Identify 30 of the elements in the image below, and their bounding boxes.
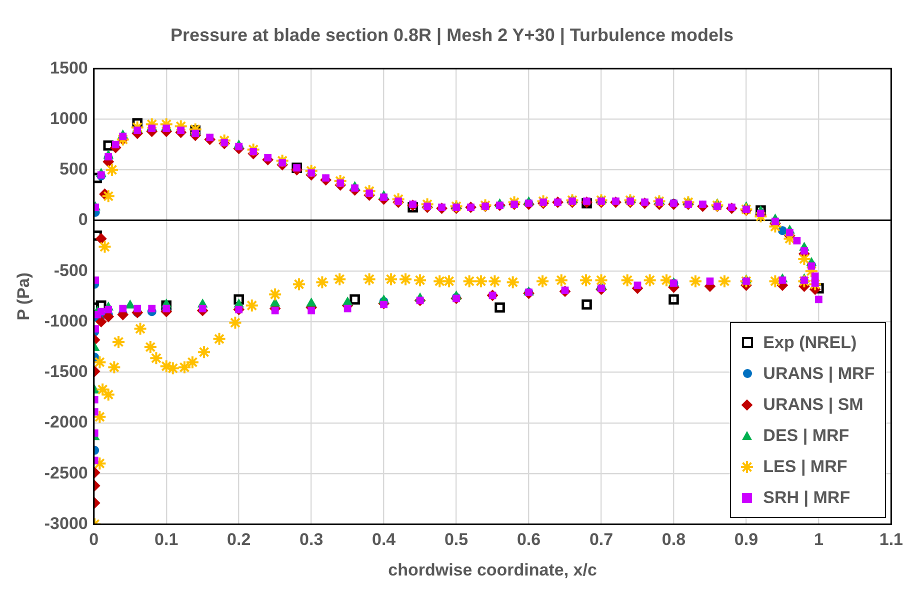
legend-label: Exp (NREL): [763, 332, 857, 353]
x-tick-label: 0.9: [734, 530, 758, 550]
legend-label: URANS | SM: [763, 394, 864, 415]
y-tick-label: 1500: [50, 58, 88, 78]
x-tick-label: 0.3: [300, 530, 324, 550]
x-tick-label: 0.8: [662, 530, 686, 550]
y-tick-label: -3000: [44, 514, 88, 533]
y-tick-label: 500: [60, 160, 88, 179]
x-tick-label: 1: [814, 530, 824, 550]
x-tick-label: 0.2: [227, 530, 251, 550]
y-tick-label: 0: [78, 210, 88, 230]
y-tick-label: -2000: [44, 412, 88, 432]
x-tick-label: 0.5: [444, 530, 468, 550]
y-tick-label: -1000: [44, 311, 88, 330]
x-tick-label: 0.4: [372, 530, 396, 550]
y-tick-label: -2500: [44, 463, 88, 482]
x-tick-label: 0.6: [516, 530, 541, 550]
x-tick-label: 0.1: [154, 530, 178, 550]
legend-label: SRH | MRF: [763, 488, 850, 508]
chart-title: Pressure at blade section 0.8R | Mesh 2 Y+30 | Turbulence models: [170, 24, 734, 45]
y-tick-label: -1500: [44, 362, 88, 382]
x-tick-label: 1.1: [879, 530, 904, 550]
x-tick-label: 0.7: [589, 530, 614, 550]
y-tick-label: -500: [54, 260, 88, 280]
legend-label: LES | MRF: [763, 456, 848, 477]
x-axis-title: chordwise coordinate, x/c: [388, 560, 597, 580]
legend-label: DES | MRF: [763, 426, 850, 446]
y-tick-label: 1000: [50, 108, 88, 128]
y-axis-title: P (Pa): [14, 272, 33, 320]
legend-label: URANS | MRF: [763, 364, 875, 384]
